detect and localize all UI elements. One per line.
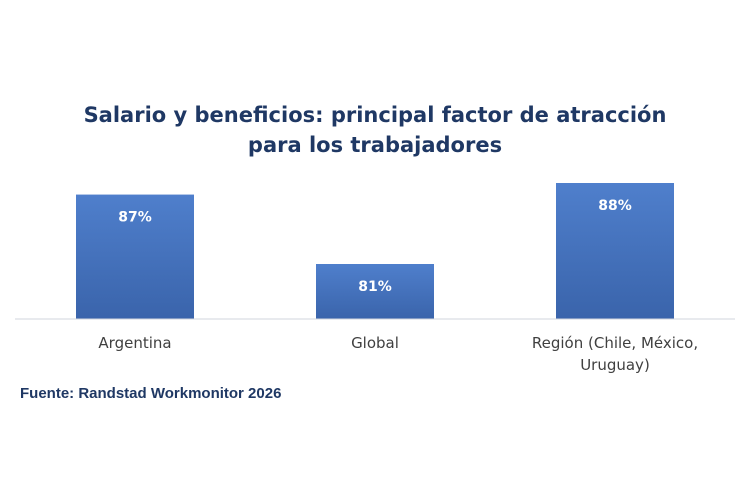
category-label: Región (Chile, México, Uruguay) bbox=[532, 334, 698, 374]
bar-value-label: 81% bbox=[358, 279, 392, 295]
chart-title: Salario y beneficios: principal factor d… bbox=[83, 103, 667, 157]
category-label: Argentina bbox=[98, 334, 171, 352]
source-note: Fuente: Randstad Workmonitor 2026 bbox=[20, 385, 282, 402]
bar-value-label: 87% bbox=[118, 210, 152, 226]
bar-value-label: 88% bbox=[598, 198, 632, 214]
category-label: Global bbox=[351, 334, 399, 352]
bar-0 bbox=[76, 194, 194, 319]
bar-1 bbox=[316, 264, 434, 319]
bar-2 bbox=[556, 183, 674, 319]
